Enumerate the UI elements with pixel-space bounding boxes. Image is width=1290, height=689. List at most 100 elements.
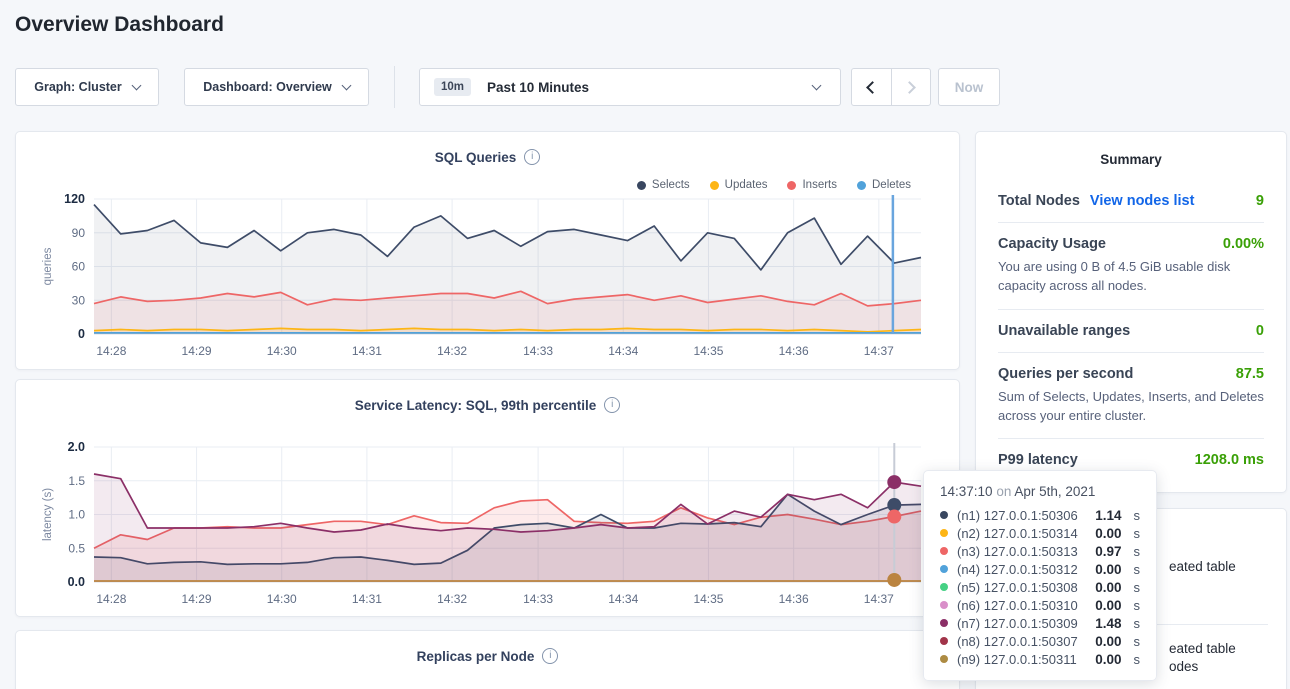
series-dot <box>940 619 948 627</box>
svg-text:14:35: 14:35 <box>693 344 723 358</box>
node-latency: 0.97 <box>1095 543 1122 559</box>
capacity-description: You are using 0 B of 4.5 GiB usable disk… <box>998 259 1231 293</box>
svg-text:14:33: 14:33 <box>523 344 553 358</box>
service-latency-chart[interactable]: 14:28 14:29 14:30 14:31 14:32 14:33 14:34 14:35… <box>31 432 946 610</box>
chevron-down-icon <box>341 80 352 91</box>
event-item-fragment[interactable]: eated table <box>1169 641 1236 656</box>
node-address: (n8) 127.0.0.1:50307 <box>957 633 1078 649</box>
node-latency: 0.00 <box>1095 579 1122 595</box>
event-item-fragment[interactable]: eated table <box>1169 559 1236 574</box>
chart-title-row: SQL Queries i <box>16 149 959 165</box>
time-next-button[interactable] <box>890 69 930 105</box>
chart-title: Replicas per Node <box>416 648 535 664</box>
latency-unit: s <box>1133 651 1141 667</box>
total-nodes-value: 9 <box>1255 193 1264 209</box>
tooltip-time: 14:37:10 <box>940 484 993 499</box>
latency-unit: s <box>1133 561 1141 577</box>
replicas-per-node-card: Replicas per Node i <box>15 630 960 689</box>
svg-text:14:29: 14:29 <box>182 344 212 358</box>
node-address: (n9) 127.0.0.1:50311 <box>957 651 1077 667</box>
tooltip-row: (n3) 127.0.0.1:50313 0.97 s <box>940 542 1140 560</box>
now-button[interactable]: Now <box>938 68 1000 106</box>
svg-text:14:33: 14:33 <box>523 592 553 606</box>
node-latency: 1.14 <box>1095 507 1122 523</box>
sql-queries-chart[interactable]: 14:28 14:29 14:30 14:31 14:32 14:33 14:34 14:35… <box>31 184 946 362</box>
time-nav-group <box>851 68 931 106</box>
chart-title-row: Service Latency: SQL, 99th percentile i <box>16 397 959 413</box>
p99-label: P99 latency <box>998 452 1078 469</box>
svg-text:0: 0 <box>78 327 85 341</box>
graph-dropdown-label: Graph: Cluster <box>34 80 122 94</box>
node-latency: 0.00 <box>1095 633 1122 649</box>
time-range-select[interactable]: 10m Past 10 Minutes <box>419 68 841 106</box>
node-address: (n4) 127.0.0.1:50312 <box>957 561 1078 577</box>
series-dot <box>940 547 948 555</box>
svg-text:14:28: 14:28 <box>96 344 126 358</box>
chevron-down-icon <box>811 80 822 91</box>
legend-label: Updates <box>724 179 768 191</box>
legend-item-selects[interactable]: Selects <box>636 179 690 191</box>
dashboard-dropdown-label: Dashboard: Overview <box>203 80 332 94</box>
node-address: (n2) 127.0.0.1:50314 <box>957 525 1078 541</box>
svg-text:2.0: 2.0 <box>68 440 85 454</box>
svg-text:14:34: 14:34 <box>608 344 638 358</box>
svg-text:queries: queries <box>42 247 54 285</box>
page-title: Overview Dashboard <box>15 13 224 36</box>
info-icon[interactable]: i <box>542 648 559 664</box>
chevron-down-icon <box>131 80 142 91</box>
info-icon[interactable]: i <box>524 149 541 165</box>
divider <box>1156 624 1268 625</box>
node-latency: 0.00 <box>1095 597 1122 613</box>
dashboard-dropdown[interactable]: Dashboard: Overview <box>184 68 369 106</box>
latency-unit: s <box>1133 633 1141 649</box>
unavailable-label: Unavailable ranges <box>998 322 1131 339</box>
svg-text:1.5: 1.5 <box>68 474 85 488</box>
latency-unit: s <box>1133 615 1141 631</box>
tooltip-row: (n6) 127.0.0.1:50310 0.00 s <box>940 596 1140 614</box>
unavailable-value: 0 <box>1255 322 1264 339</box>
tooltip-row: (n8) 127.0.0.1:50307 0.00 s <box>940 632 1140 650</box>
svg-text:90: 90 <box>72 226 86 240</box>
qps-description: Sum of Selects, Updates, Inserts, and De… <box>998 388 1264 423</box>
time-prev-button[interactable] <box>852 69 891 105</box>
latency-unit: s <box>1133 525 1141 541</box>
summary-row-unavailable: Unavailable ranges 0 <box>998 323 1264 339</box>
series-dot <box>940 529 948 537</box>
node-latency: 0.00 <box>1095 561 1122 577</box>
view-nodes-link[interactable]: View nodes list <box>1089 193 1195 209</box>
summary-title: Summary <box>1100 152 1162 167</box>
series-dot <box>940 583 948 591</box>
qps-value: 87.5 <box>1235 365 1264 382</box>
legend-item-updates[interactable]: Updates <box>709 179 768 191</box>
graph-dropdown[interactable]: Graph: Cluster <box>15 68 159 106</box>
legend-item-deletes[interactable]: Deletes <box>857 179 911 191</box>
legend-label: Deletes <box>872 179 911 191</box>
svg-text:60: 60 <box>72 260 86 274</box>
service-latency-card: Service Latency: SQL, 99th percentile i … <box>15 379 960 617</box>
legend-label: Selects <box>651 179 690 191</box>
svg-text:120: 120 <box>64 192 85 206</box>
info-icon[interactable]: i <box>604 397 621 413</box>
node-latency: 0.00 <box>1095 525 1122 541</box>
legend-dot <box>857 180 866 190</box>
series-dot <box>940 637 948 645</box>
svg-text:14:37: 14:37 <box>864 592 894 606</box>
node-address: (n6) 127.0.0.1:50310 <box>957 597 1078 613</box>
divider <box>998 308 1264 310</box>
svg-text:14:36: 14:36 <box>779 592 809 606</box>
legend-item-inserts[interactable]: Inserts <box>787 179 837 191</box>
svg-text:14:36: 14:36 <box>779 344 809 358</box>
tooltip-timestamp: 14:37:10 on Apr 5th, 2021 <box>940 484 1140 499</box>
tooltip-row: (n9) 127.0.0.1:50311 0.00 s <box>940 650 1140 668</box>
svg-text:14:30: 14:30 <box>267 592 297 606</box>
node-address: (n7) 127.0.0.1:50309 <box>957 615 1078 631</box>
chart-title: Service Latency: SQL, 99th percentile <box>354 397 597 413</box>
svg-text:30: 30 <box>72 293 86 307</box>
svg-text:14:34: 14:34 <box>608 592 638 606</box>
svg-text:14:29: 14:29 <box>182 592 212 606</box>
chart-title-row: Replicas per Node i <box>16 648 959 664</box>
node-address: (n1) 127.0.0.1:50306 <box>957 507 1078 523</box>
latency-unit: s <box>1133 579 1141 595</box>
svg-text:14:31: 14:31 <box>352 344 382 358</box>
event-item-fragment[interactable]: odes <box>1169 659 1199 674</box>
